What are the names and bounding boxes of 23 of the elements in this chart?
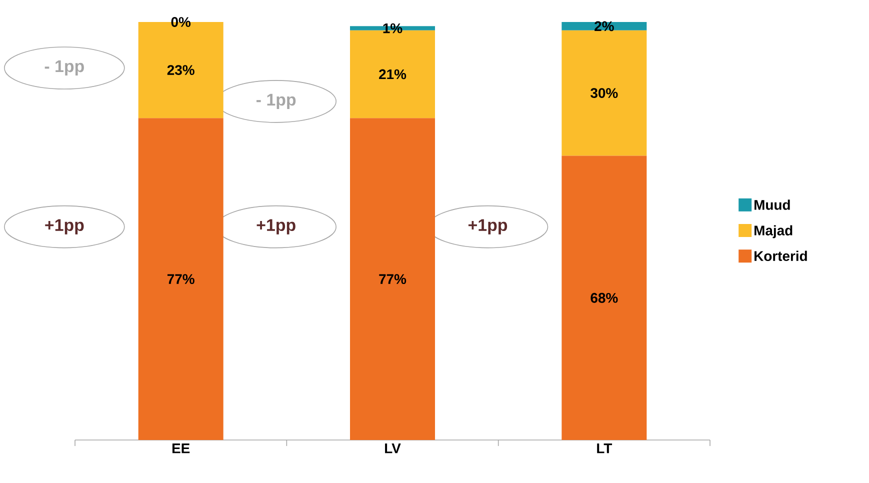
bar [562, 22, 647, 30]
annotation: +1pp [256, 219, 296, 234]
annotation: - 1pp [256, 94, 296, 109]
bar [562, 156, 647, 440]
data-label: 2% [594, 21, 614, 32]
x-tick-label: LT [597, 444, 612, 454]
legend-label: Korterid [754, 250, 807, 262]
annotation: - 1pp [44, 60, 84, 76]
x-tick-label: LV [385, 444, 401, 454]
data-label: 21% [379, 69, 406, 80]
bar [350, 118, 436, 440]
data-label: 77% [379, 274, 406, 284]
bar [138, 118, 224, 440]
annotation: +1pp [468, 219, 508, 234]
x-tick-label: EE [172, 444, 190, 454]
bar [562, 30, 647, 156]
legend-label: Majad [754, 225, 792, 238]
data-label: 30% [590, 88, 618, 98]
legend-label: Muud [754, 200, 790, 210]
data-label: 68% [590, 292, 618, 303]
data-label: 77% [167, 274, 194, 284]
annotation: +1pp [45, 219, 84, 234]
data-label: 23% [167, 65, 194, 76]
